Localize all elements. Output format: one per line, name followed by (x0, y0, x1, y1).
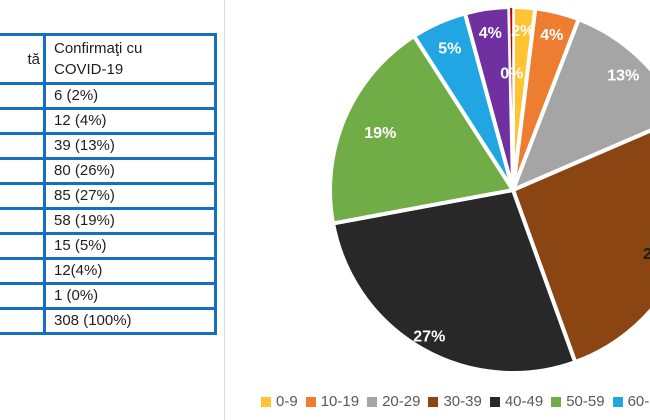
pie-label-50-59: 19% (364, 125, 396, 142)
table-row: 308 (100%) (0, 307, 217, 335)
legend-label: 60-69 (627, 393, 650, 410)
age-group-cell (0, 307, 46, 335)
legend-label: 10-19 (320, 393, 360, 410)
pie-label-40-49: 27% (413, 329, 445, 346)
pie-slice-80-89 (508, 6, 514, 191)
age-group-cell (0, 182, 46, 210)
pie-label-10-19: 4% (540, 27, 563, 44)
confirmed-value-cell: 80 (26%) (43, 157, 217, 185)
pie-legend: 0-9 10-19 20-29 30-39 40-49 50-59 60-69 (261, 393, 650, 410)
pie-label-0-9: 2% (511, 23, 534, 40)
confirmed-value-cell: 6 (2%) (43, 82, 217, 110)
table-row: 80 (26%) (0, 157, 217, 185)
confirmed-value-cell: 58 (19%) (43, 207, 217, 235)
legend-swatch-icon (489, 396, 500, 407)
confirmed-value-cell: 1 (0%) (43, 282, 217, 310)
legend-swatch-icon (428, 396, 439, 407)
confirmed-header-line1: Confirmaţi cu (54, 40, 143, 57)
legend-item-40-49: 40-49 (489, 393, 544, 410)
legend-label: 0-9 (276, 393, 298, 410)
confirmed-value-cell: 39 (13%) (43, 132, 217, 160)
pie-label-70-79: 4% (479, 25, 502, 42)
table-row: 15 (5%) (0, 232, 217, 260)
confirmed-cases-table: tă Confirmaţi cu COVID-19 6 (2%) 12 (4%) 3… (0, 33, 217, 335)
table-row: 85 (27%) (0, 182, 217, 210)
pie-slice-20-29 (511, 17, 650, 192)
age-group-cell (0, 282, 46, 310)
legend-item-50-59: 50-59 (551, 393, 605, 410)
confirmed-value-cell: 308 (100%) (43, 307, 217, 335)
confirmed-value-cell: 15 (5%) (43, 232, 217, 260)
legend-swatch-icon (551, 396, 562, 407)
table-row: 58 (19%) (0, 207, 217, 235)
legend-swatch-icon (305, 396, 316, 407)
confirmed-value-cell: 85 (27%) (43, 182, 217, 210)
legend-label: 40-49 (504, 393, 544, 410)
table-row: 1 (0%) (0, 282, 217, 310)
table-row: 12(4%) (0, 257, 217, 285)
legend-swatch-icon (612, 396, 623, 407)
pie-slice-40-49 (331, 188, 578, 375)
legend-label: 50-59 (566, 393, 605, 410)
legend-item-10-19: 10-19 (305, 393, 360, 410)
age-group-header-fragment: tă (27, 50, 40, 68)
age-group-cell (0, 82, 46, 110)
pie-label-60-69: 5% (438, 41, 461, 58)
legend-item-20-29: 20-29 (367, 393, 420, 410)
age-group-cell (0, 207, 46, 235)
table-row: 6 (2%) (0, 82, 217, 110)
age-group-cell (0, 257, 46, 285)
legend-item-0-9: 0-9 (261, 393, 298, 410)
age-group-cell (0, 157, 46, 185)
pie-label-80-89: 0% (500, 66, 523, 83)
legend-label: 20-29 (382, 393, 421, 410)
age-group-cell (0, 232, 46, 260)
pie-label-20-29: 13% (607, 68, 639, 85)
table-row: 12 (4%) (0, 107, 217, 135)
pie-slice-30-39 (511, 128, 650, 365)
screenshot-seam-divider (224, 0, 225, 420)
legend-label: 30-39 (443, 393, 482, 410)
pie-label-30-39: 26% (643, 246, 650, 263)
covid-age-table: tă Confirmaţi cu COVID-19 6 (2%) 12 (4%) 3… (0, 33, 217, 335)
confirmed-header-cell: Confirmaţi cu COVID-19 (43, 33, 217, 85)
table-row: 39 (13%) (0, 132, 217, 160)
pie-slice-50-59 (328, 34, 515, 226)
age-group-cell (0, 132, 46, 160)
age-group-header-cell: tă (0, 33, 46, 85)
table-header-row: tă Confirmaţi cu COVID-19 (0, 33, 217, 85)
age-group-cell (0, 107, 46, 135)
confirmed-value-cell: 12 (4%) (43, 107, 217, 135)
confirmed-header-line2: COVID-19 (54, 61, 124, 78)
confirmed-value-cell: 12(4%) (43, 257, 217, 285)
legend-item-30-39: 30-39 (428, 393, 482, 410)
legend-swatch-icon (261, 396, 271, 407)
legend-swatch-icon (367, 396, 378, 407)
legend-item-60-69: 60-69 (612, 393, 650, 410)
